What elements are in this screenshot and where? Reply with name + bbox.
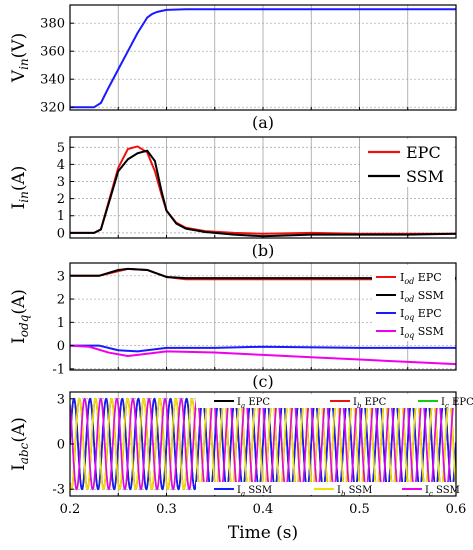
legend-label: Ic EPC	[441, 397, 473, 410]
legend-label: EPC	[406, 143, 441, 162]
y-tick-label: 2	[57, 293, 65, 308]
y-tick-label: 3	[57, 392, 65, 407]
panel-label: (a)	[252, 113, 274, 132]
y-axis-label: Iodq(A)	[9, 289, 31, 344]
chart-panel-3: -1 0 1 2 3 Iodq(A) (c)	[9, 262, 457, 391]
y-tick-label: 0	[57, 438, 65, 453]
x-axis-label: Time (s)	[228, 523, 298, 543]
y-tick-label: -3	[52, 483, 65, 498]
series-group	[70, 145, 456, 238]
legend-label: Ib SSM	[337, 485, 372, 498]
legend-label: Ia EPC	[237, 397, 270, 410]
x-tick-label: 0.6	[446, 502, 467, 517]
chart-panel-2: 0 1 2 3 4 5 Iin(A) (b) EPC SSM	[9, 136, 457, 260]
series-line-4	[70, 397, 456, 491]
y-tick-label: 0	[57, 339, 65, 354]
legend-label: SSM	[406, 167, 444, 186]
y-tick-label: 360	[40, 45, 65, 60]
y-tick-label: 4	[57, 158, 65, 173]
x-tick-label: 0.4	[253, 502, 274, 517]
y-tick-label: 2	[57, 192, 65, 207]
chart-panel-4: -3 0 3 Iabc(A) 0.2 0.3 0.4 0.5 0.6 Time (s)	[9, 391, 467, 543]
series-line-3	[70, 344, 456, 353]
x-tick-label: 0.5	[349, 502, 370, 517]
series-line-1	[70, 8, 456, 109]
x-tick-label: 0.2	[60, 502, 81, 517]
panel-label: (b)	[252, 241, 275, 260]
x-tick-label: 0.3	[156, 502, 177, 517]
legend-box-top	[196, 394, 455, 408]
y-tick-label: 0	[57, 226, 65, 241]
series-group	[70, 8, 456, 109]
legend-label: Ia SSM	[237, 485, 272, 498]
y-tick-label: 5	[57, 141, 65, 156]
y-axis-label: Iin(A)	[9, 166, 31, 210]
y-tick-label: 1	[57, 316, 65, 331]
chart-panel-1: 320 340 360 380 Vin(V) (a)	[9, 4, 457, 132]
panel-label: (c)	[252, 372, 273, 391]
legend-label: Ib EPC	[353, 397, 387, 410]
series-line-4	[70, 344, 456, 366]
series-group	[70, 267, 456, 366]
y-tick-label: 380	[40, 17, 65, 32]
y-tick-label: 3	[57, 175, 65, 190]
legend-label: Ic SSM	[425, 485, 460, 498]
legend-box	[362, 139, 454, 187]
series-line-2	[70, 267, 456, 280]
series-line-2	[70, 149, 456, 238]
y-tick-label: 340	[40, 73, 65, 88]
y-tick-label: -1	[52, 362, 65, 377]
legend-label: Ioq EPC	[400, 307, 442, 322]
y-axis-label: Iabc(A)	[9, 417, 31, 471]
y-tick-label: 320	[40, 101, 65, 116]
y-tick-label: 3	[57, 269, 65, 284]
y-tick-label: 1	[57, 209, 65, 224]
legend-label: Iod EPC	[400, 271, 442, 286]
legend-label: Ioq SSM	[400, 325, 444, 340]
y-axis-label: Vin(V)	[9, 33, 31, 83]
legend-label: Iod SSM	[400, 289, 444, 304]
